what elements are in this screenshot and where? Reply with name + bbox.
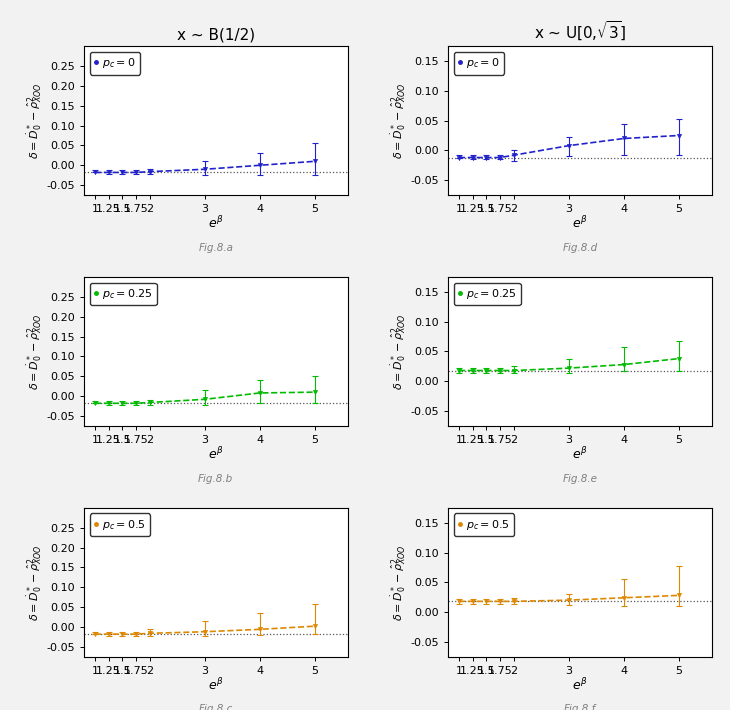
Legend: $p_c = 0$: $p_c = 0$ bbox=[90, 52, 140, 75]
Y-axis label: $\delta = \dot{D}^*_0 - \hat{\rho}^2_{XOO}$: $\delta = \dot{D}^*_0 - \hat{\rho}^2_{XO… bbox=[26, 313, 44, 390]
Y-axis label: $\delta = \dot{D}^*_0 - \hat{\rho}^2_{XOO}$: $\delta = \dot{D}^*_0 - \hat{\rho}^2_{XO… bbox=[26, 544, 44, 621]
X-axis label: $e^{\beta}$: $e^{\beta}$ bbox=[572, 447, 588, 462]
X-axis label: $e^{\beta}$: $e^{\beta}$ bbox=[572, 216, 588, 231]
X-axis label: $e^{\beta}$: $e^{\beta}$ bbox=[208, 216, 223, 231]
Text: Fig.8.b: Fig.8.b bbox=[199, 474, 234, 484]
Text: Fig.8.c: Fig.8.c bbox=[199, 704, 233, 710]
Y-axis label: $\delta = \dot{D}^*_0 - \hat{\rho}^2_{XOO}$: $\delta = \dot{D}^*_0 - \hat{\rho}^2_{XO… bbox=[389, 313, 407, 390]
Y-axis label: $\delta = \dot{D}^*_0 - \hat{\rho}^2_{XOO}$: $\delta = \dot{D}^*_0 - \hat{\rho}^2_{XO… bbox=[389, 82, 407, 159]
Legend: $p_c = 0.25$: $p_c = 0.25$ bbox=[90, 283, 156, 305]
Title: x ~ U[0,$\sqrt{3}$]: x ~ U[0,$\sqrt{3}$] bbox=[534, 20, 626, 43]
Y-axis label: $\delta = \dot{D}^*_0 - \hat{\rho}^2_{XOO}$: $\delta = \dot{D}^*_0 - \hat{\rho}^2_{XO… bbox=[26, 82, 44, 159]
Legend: $p_c = 0$: $p_c = 0$ bbox=[453, 52, 504, 75]
X-axis label: $e^{\beta}$: $e^{\beta}$ bbox=[208, 677, 223, 693]
X-axis label: $e^{\beta}$: $e^{\beta}$ bbox=[572, 677, 588, 693]
Y-axis label: $\delta = \dot{D}^*_0 - \hat{\rho}^2_{XOO}$: $\delta = \dot{D}^*_0 - \hat{\rho}^2_{XO… bbox=[389, 544, 407, 621]
Text: Fig.8.e: Fig.8.e bbox=[562, 474, 597, 484]
Legend: $p_c = 0.25$: $p_c = 0.25$ bbox=[453, 283, 520, 305]
X-axis label: $e^{\beta}$: $e^{\beta}$ bbox=[208, 447, 223, 462]
Text: Fig.8.f: Fig.8.f bbox=[564, 704, 596, 710]
Title: x ~ B(1/2): x ~ B(1/2) bbox=[177, 27, 255, 42]
Text: Fig.8.a: Fig.8.a bbox=[199, 243, 234, 253]
Text: Fig.8.d: Fig.8.d bbox=[562, 243, 597, 253]
Legend: $p_c = 0.5$: $p_c = 0.5$ bbox=[90, 513, 150, 536]
Legend: $p_c = 0.5$: $p_c = 0.5$ bbox=[453, 513, 514, 536]
